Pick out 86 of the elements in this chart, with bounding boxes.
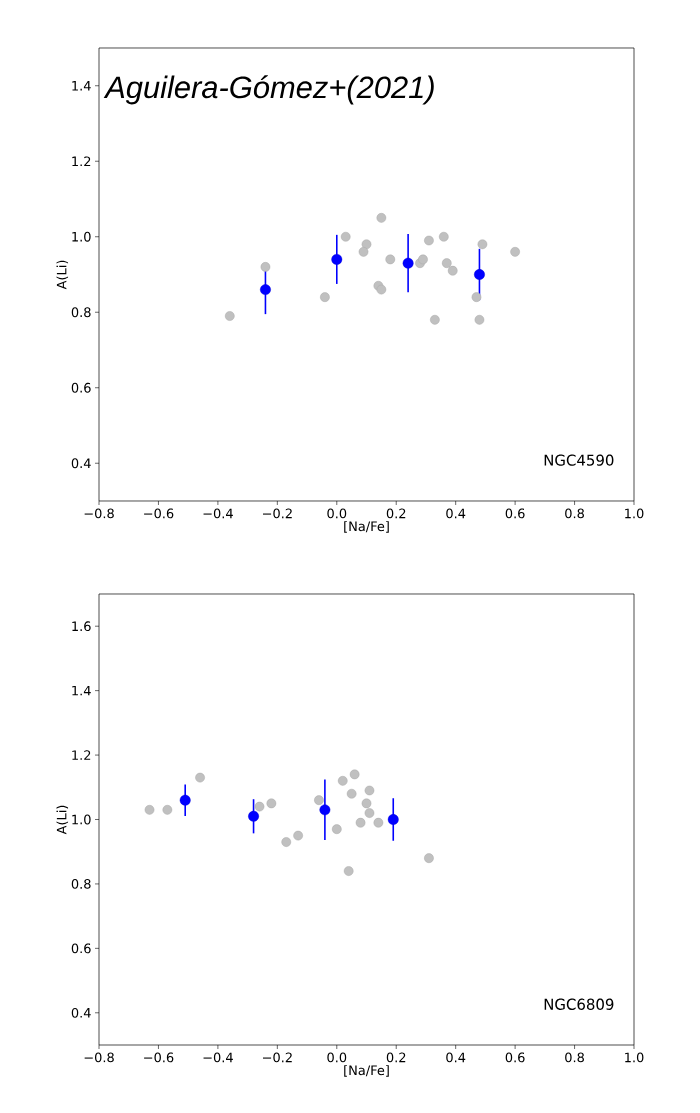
point — [358, 247, 369, 257]
y-tick-label: 0.6 — [71, 382, 91, 393]
point — [424, 853, 434, 863]
x-tick-label: −0.2 — [262, 508, 292, 519]
point — [179, 794, 191, 806]
x-axis-title: [Na/Fe] — [344, 521, 389, 533]
x-tick-label: 1.0 — [625, 508, 644, 519]
x-tick-label: −0.6 — [144, 508, 174, 519]
x-tick-label: −0.8 — [84, 1052, 114, 1063]
y-tick-label: 1.2 — [72, 156, 91, 167]
annotation: NGC6809 — [544, 998, 614, 1010]
x-tick-label: −0.8 — [84, 508, 114, 519]
point — [447, 265, 458, 276]
point — [418, 254, 428, 265]
x-tick-label: 0.2 — [386, 1052, 406, 1063]
point — [510, 247, 520, 257]
point — [319, 804, 331, 816]
y-tick-label: 1.4 — [72, 81, 91, 91]
point — [355, 817, 366, 828]
point — [361, 798, 372, 809]
y-axis-title: A(Li) — [56, 805, 69, 835]
point — [331, 824, 342, 834]
point — [254, 801, 265, 812]
point — [346, 788, 357, 799]
point — [364, 808, 375, 818]
point — [224, 311, 235, 321]
x-tick-label: 0.6 — [505, 1052, 525, 1063]
point — [387, 814, 399, 825]
y-tick-label: 1.0 — [72, 231, 91, 242]
x-tick-label: 0.0 — [327, 1052, 347, 1063]
point — [376, 284, 387, 295]
point — [474, 314, 485, 325]
x-tick-label: −0.2 — [262, 1052, 292, 1063]
point — [364, 785, 375, 796]
point — [441, 258, 452, 268]
y-tick-label: 1.2 — [72, 750, 91, 760]
point — [474, 269, 485, 280]
point — [314, 795, 324, 805]
point — [477, 239, 488, 250]
point — [438, 231, 449, 242]
text: Aguilera-Gómez+(2021) — [103, 75, 434, 105]
point — [293, 830, 303, 841]
point — [337, 776, 348, 786]
point — [361, 239, 372, 250]
x-tick-label: 0.4 — [446, 1052, 466, 1063]
x-tick-label: 0.8 — [565, 1052, 584, 1063]
point — [331, 253, 343, 265]
point — [430, 314, 440, 325]
x-tick-label: 0.0 — [327, 508, 347, 519]
point — [260, 262, 271, 272]
point — [281, 837, 292, 847]
x-tick-label: −0.6 — [144, 1052, 174, 1063]
point — [385, 254, 396, 265]
y-axis-title: A(Li) — [56, 260, 69, 290]
point — [144, 805, 155, 815]
point — [260, 284, 271, 295]
y-tick-label: 1.0 — [72, 814, 91, 825]
point — [162, 805, 173, 815]
y-tick-label: 0.6 — [71, 943, 91, 954]
x-tick-label: −0.4 — [203, 1052, 233, 1063]
x-tick-label: 0.2 — [386, 508, 406, 519]
y-tick-label: 1.6 — [72, 621, 91, 632]
y-tick-label: 0.4 — [71, 1007, 91, 1018]
x-axis-title: [Na/Fe] — [344, 1065, 389, 1077]
annotation: NGC4590 — [544, 454, 614, 466]
point — [349, 769, 360, 780]
point — [471, 292, 482, 302]
x-tick-label: 1.0 — [625, 1052, 644, 1063]
x-tick-label: 0.8 — [565, 508, 584, 519]
point — [376, 213, 387, 223]
y-tick-label: 0.8 — [71, 307, 91, 318]
point — [340, 231, 351, 242]
point — [266, 798, 277, 809]
point — [373, 817, 384, 828]
x-tick-label: −0.4 — [203, 508, 233, 519]
point — [402, 257, 414, 269]
point — [343, 866, 354, 876]
x-tick-label: 0.6 — [505, 508, 525, 519]
point — [320, 292, 330, 302]
y-tick-label: 0.8 — [71, 879, 91, 889]
y-tick-label: 0.4 — [71, 458, 91, 469]
point — [424, 235, 434, 246]
point — [195, 772, 205, 783]
x-tick-label: 0.4 — [446, 508, 466, 519]
point — [248, 810, 259, 822]
y-tick-label: 1.4 — [72, 685, 91, 696]
